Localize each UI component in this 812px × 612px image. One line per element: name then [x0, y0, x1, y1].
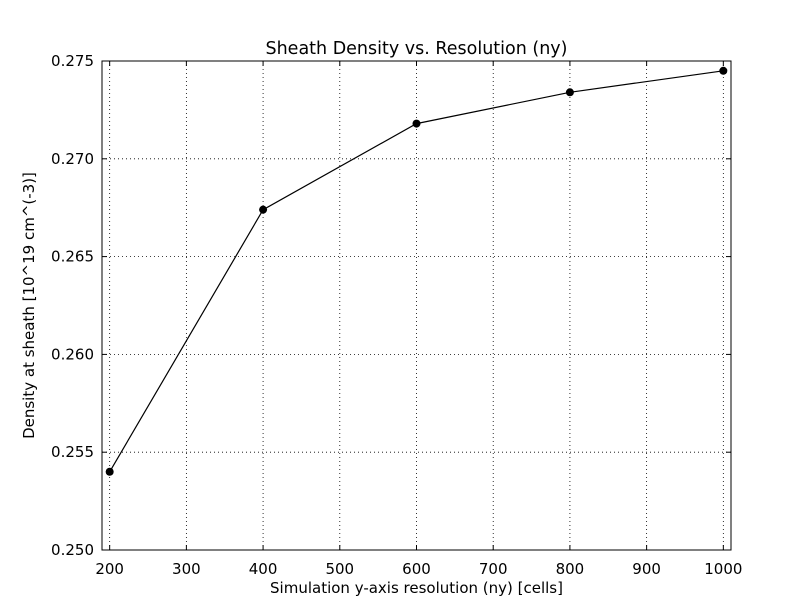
data-point-marker: [105, 467, 114, 476]
x-tick-label: 1000: [704, 560, 742, 578]
y-tick-label: 0.260: [51, 345, 94, 363]
data-point-marker: [412, 119, 421, 128]
series-layer: [105, 66, 728, 476]
x-tick-label: 700: [479, 560, 508, 578]
data-point-marker: [719, 66, 728, 75]
chart-title: Sheath Density vs. Resolution (ny): [265, 39, 567, 59]
y-tick-label: 0.250: [51, 541, 94, 559]
y-tick-label: 0.265: [51, 248, 94, 266]
data-point-marker: [259, 205, 268, 214]
x-axis-label: Simulation y-axis resolution (ny) [cells…: [270, 579, 563, 597]
y-tick-label: 0.255: [51, 443, 94, 461]
x-tick-label: 600: [402, 560, 431, 578]
x-tick-label: 800: [556, 560, 585, 578]
y-tick-label: 0.270: [51, 150, 94, 168]
ticks: 200 300 400 500 600 700 800 900 1000 0.250 0.255 0.…: [51, 52, 742, 578]
x-tick-label: 300: [172, 560, 201, 578]
x-tick-label: 900: [632, 560, 661, 578]
y-tick-label: 0.275: [51, 52, 94, 70]
data-point-marker: [565, 88, 574, 97]
y-axis-label: Density at sheath [10^19 cm^(-3)]: [20, 172, 38, 439]
x-tick-label: 400: [249, 560, 278, 578]
x-tick-label: 500: [325, 560, 354, 578]
x-tick-label: 200: [95, 560, 124, 578]
